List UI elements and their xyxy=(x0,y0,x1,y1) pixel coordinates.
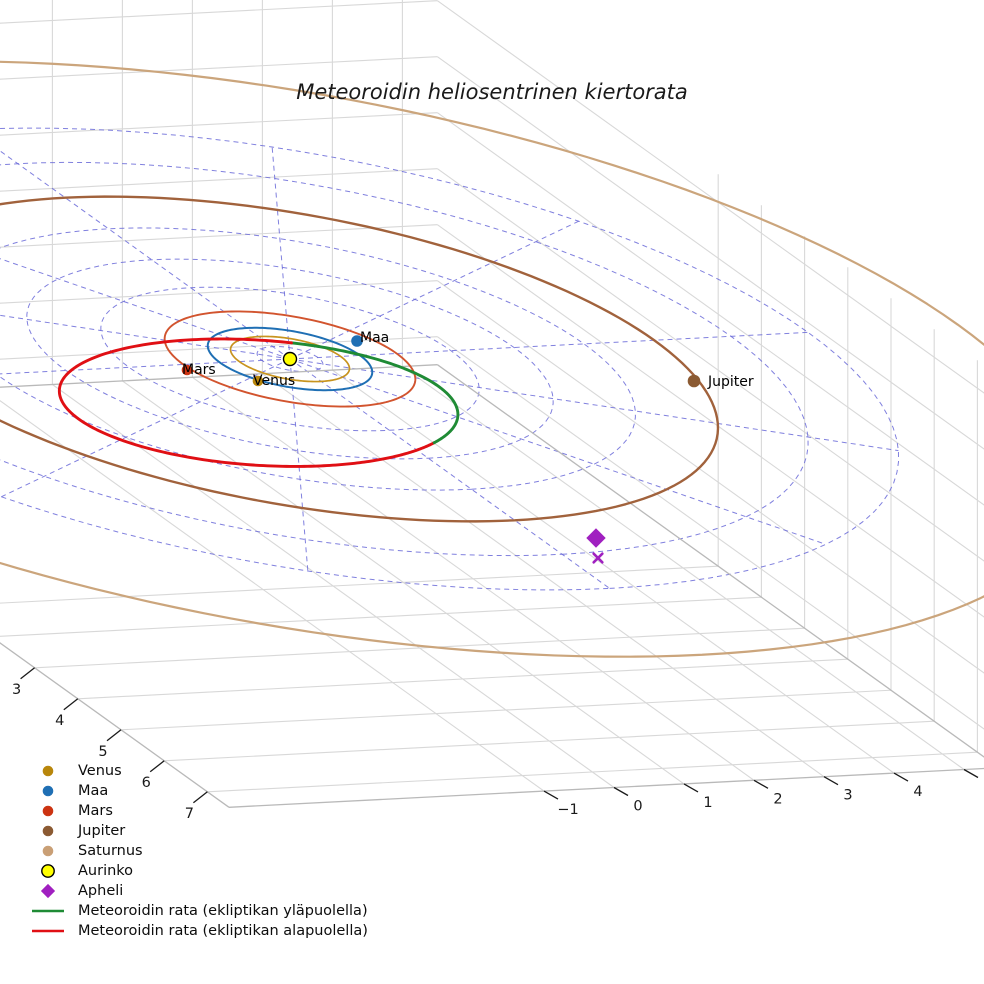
legend-item-apheli[interactable]: Apheli xyxy=(40,883,124,899)
axes-panes xyxy=(0,0,984,793)
y-tick-label: 0 xyxy=(633,799,642,815)
legend-marker-maa xyxy=(42,785,54,797)
legend-marker-mars xyxy=(42,805,54,817)
plot-title: Meteoroidin heliosentrinen kiertorata xyxy=(296,80,688,104)
meteoroid-above-ecliptic xyxy=(432,406,460,445)
body-label-mars: Mars xyxy=(182,362,216,378)
legend-label-jupiter: Jupiter xyxy=(77,823,125,839)
legend-marker-saturnus xyxy=(42,845,54,857)
legend-label-saturnus: Saturnus xyxy=(78,843,143,859)
planet-orbits xyxy=(0,60,984,658)
meteoroid-above-ecliptic xyxy=(290,341,459,410)
y-tick-label: −1 xyxy=(557,802,578,818)
legend-item-mars[interactable]: Mars xyxy=(42,803,113,819)
body-text-labels: Mars Venus Maa Jupiter xyxy=(182,330,754,390)
body-label-jupiter: Jupiter xyxy=(707,374,754,390)
orbit-path-venus xyxy=(229,335,351,383)
venus-marker xyxy=(252,375,264,387)
aphelion-marker xyxy=(586,528,606,548)
body-label-maa: Maa xyxy=(360,330,389,346)
legend-marker-aurinko xyxy=(41,864,55,878)
x-tick-label: 4 xyxy=(55,713,64,729)
legend-item-maa[interactable]: Maa xyxy=(42,783,108,799)
legend-label-meteoroid-above: Meteoroidin rata (ekliptikan yläpuolella… xyxy=(78,903,368,919)
legend-label-maa: Maa xyxy=(78,783,108,799)
x-tick-label: 6 xyxy=(142,775,151,791)
meteoroid-below-ecliptic xyxy=(57,337,436,468)
orbit-path-earth xyxy=(206,326,374,392)
y-tick-label: 1 xyxy=(703,795,712,811)
axis-tick-labels: 3210−1−2−31234567−1012345 xyxy=(12,682,984,822)
legend-item-meteoroid-below[interactable]: Meteoroidin rata (ekliptikan alapuolella… xyxy=(32,923,368,939)
legend-marker-jupiter xyxy=(42,825,54,837)
x-tick-label: 7 xyxy=(185,806,194,822)
legend-label-venus: Venus xyxy=(78,763,122,779)
legend-item-venus[interactable]: Venus xyxy=(42,763,122,779)
legend-marker-apheli xyxy=(40,883,56,899)
y-tick-label: 4 xyxy=(913,784,922,800)
legend-label-aurinko: Aurinko xyxy=(78,863,133,879)
sun-marker xyxy=(282,351,298,367)
meteoroid-orbit xyxy=(57,337,460,468)
legend-label-mars: Mars xyxy=(78,803,113,819)
earth-marker xyxy=(351,335,363,347)
legend-label-meteoroid-below: Meteoroidin rata (ekliptikan alapuolella… xyxy=(78,923,368,939)
orbit-path-jupiter xyxy=(0,195,720,523)
x-tick-label: 3 xyxy=(12,682,21,698)
legend-marker-venus xyxy=(42,765,54,777)
legend-label-apheli: Apheli xyxy=(78,883,123,899)
y-tick-label: 3 xyxy=(843,788,852,804)
legend-item-jupiter[interactable]: Jupiter xyxy=(42,823,125,839)
body-label-venus: Venus xyxy=(253,373,295,389)
axis-tick-marks xyxy=(20,667,979,804)
mars-marker xyxy=(181,364,193,376)
body-markers xyxy=(181,335,701,564)
legend-item-saturnus[interactable]: Saturnus xyxy=(42,843,143,859)
jupiter-marker xyxy=(687,374,701,388)
orbit-path-mars xyxy=(163,310,417,408)
y-tick-label: 2 xyxy=(773,791,782,807)
legend-item-meteoroid-above[interactable]: Meteoroidin rata (ekliptikan yläpuolella… xyxy=(32,903,368,919)
x-tick-label: 5 xyxy=(98,744,107,760)
legend: Venus Maa Mars Jupiter Saturnus Aurinko Apheli… xyxy=(32,763,368,939)
legend-item-aurinko[interactable]: Aurinko xyxy=(41,863,133,879)
aphelion-projection-marker xyxy=(592,552,604,564)
